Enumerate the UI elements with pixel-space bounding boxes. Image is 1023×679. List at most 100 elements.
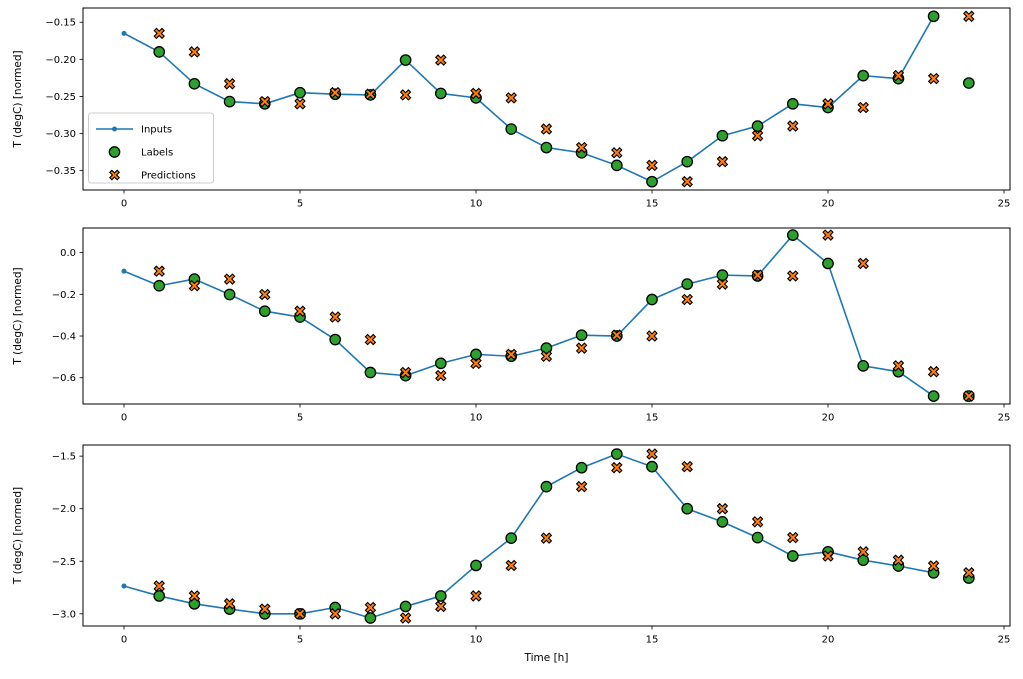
y-tick-label: −0.30 [45,129,76,140]
x-tick-label: 25 [998,413,1011,424]
label-marker [646,460,658,473]
label-marker [786,229,799,241]
plot-frame [82,444,1011,627]
y-tick-label: −0.25 [45,92,76,103]
predictions-markers [153,448,975,624]
label-marker [364,366,377,379]
label-marker [294,86,306,99]
x-tick-label: 20 [822,635,835,646]
label-marker [470,348,482,361]
legend-entry: Labels [108,146,173,159]
label-marker [646,293,658,306]
inputs-line [121,232,937,399]
label-marker [505,123,518,135]
label-marker [153,279,166,292]
x-tick-label: 5 [297,199,303,210]
label-marker [786,97,799,110]
y-tick-label: −0.6 [52,373,76,384]
label-marker [399,600,412,613]
label-marker [540,480,553,493]
x-tick-label: 0 [121,635,127,646]
y-axis: −1.5 −2.0 −2.5 −3.0 [52,452,83,620]
legend-label: Inputs [141,125,172,136]
label-marker [188,77,201,90]
label-marker [153,590,166,602]
x-tick-label: 25 [998,199,1011,210]
label-marker [716,269,729,281]
label-marker [258,305,271,318]
label-marker [540,141,553,154]
y-tick-label: −2.0 [52,504,76,515]
plot-frame [82,227,1011,405]
label-marker [751,120,764,132]
labels-markers [153,448,975,624]
label-marker [857,554,870,567]
y-axis: −0.15 −0.20 −0.25 −0.30 −0.35 [45,18,83,177]
label-marker [962,77,975,89]
y-axis-label: T (degC) [normed] [12,50,24,148]
inputs-point-marker [121,268,127,274]
label-marker [434,357,447,370]
legend-circle-sample [108,146,121,158]
label-marker [857,69,870,82]
label-marker [575,461,588,474]
x-axis: 0 5 10 15 20 25 [121,190,1011,210]
x-axis-label: Time [h] [524,652,569,664]
label-marker [751,531,764,544]
label-marker [364,612,377,624]
x-tick-label: 15 [646,413,659,424]
y-tick-label: −2.5 [52,557,76,568]
label-marker [716,129,729,142]
y-tick-label: −0.2 [52,290,76,301]
y-tick-label: −0.20 [45,55,76,66]
x-tick-label: 15 [646,199,659,210]
subplot-bottom: 0 5 10 15 20 25 −1.5 −2.0 −2.5 −3.0 T (degC) [norm… [12,444,1011,664]
y-axis-label: T (degC) [normed] [12,487,24,585]
label-marker [575,329,588,342]
inputs-point-marker [121,583,127,589]
label-marker [927,10,940,23]
x-tick-label: 25 [998,635,1011,646]
inputs-line [121,13,937,185]
legend-dot-sample [112,126,117,132]
label-marker [822,257,834,270]
label-marker [610,159,623,172]
label-marker [434,87,447,100]
predictions-markers [153,10,975,188]
inputs-line [121,451,937,621]
label-marker [646,175,658,188]
label-marker [681,278,694,290]
legend-entry: Inputs [96,125,172,136]
legend-entry: Predictions [108,169,196,182]
label-marker [470,559,482,572]
legend-label: Labels [141,148,173,159]
label-marker [434,590,447,602]
label-marker [927,390,940,402]
predictions-markers [153,229,975,402]
legend-box [88,112,214,184]
subplot-top: 0 5 10 15 20 25 −0.15 −0.20 −0.25 −0.30 −0.35 T (de… [12,7,1011,210]
label-marker [223,288,236,301]
inputs-point-marker [121,30,127,36]
y-tick-label: −0.35 [45,166,76,177]
y-tick-label: −0.4 [52,332,76,343]
label-marker [610,448,623,460]
y-tick-label: −0.15 [45,18,76,29]
x-axis: 0 5 10 15 20 25 [121,626,1011,646]
label-marker [505,532,518,544]
x-tick-label: 10 [470,199,483,210]
label-marker [716,515,729,528]
y-axis-label: T (degC) [normed] [12,267,24,365]
label-marker [399,54,412,66]
labels-markers [153,10,975,188]
label-marker [223,95,236,108]
y-tick-label: 0.0 [60,248,76,259]
x-tick-label: 10 [470,413,483,424]
x-tick-label: 10 [470,635,483,646]
label-marker [857,359,870,372]
labels-markers [153,229,975,402]
y-tick-label: −1.5 [52,452,76,463]
label-marker [681,155,694,168]
x-tick-label: 20 [822,199,835,210]
